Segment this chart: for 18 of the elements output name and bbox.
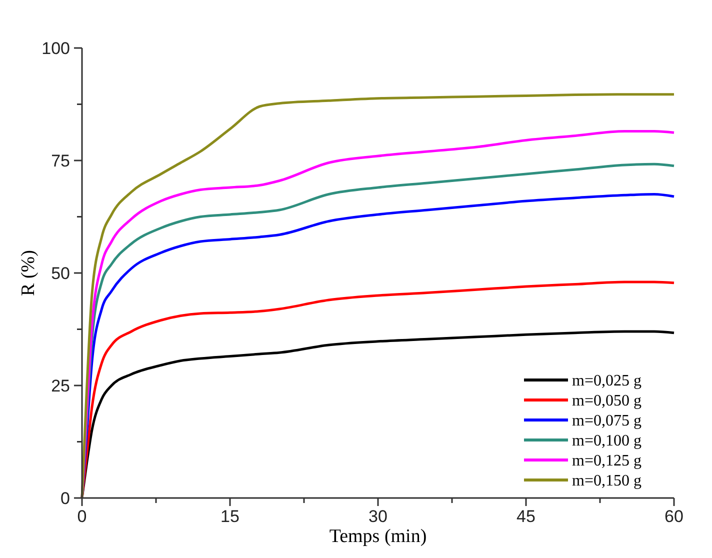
y-tick-label: 75 [51,151,70,170]
legend-label: m=0,125 g [572,452,642,470]
y-tick-label: 50 [51,264,70,283]
legend-label: m=0,050 g [572,392,642,410]
x-tick-label: 60 [664,507,684,526]
y-tick-label: 0 [60,488,70,508]
legend-label: m=0,150 g [572,472,642,490]
y-tick-label: 100 [42,38,70,58]
y-axis-title: R (%) [18,250,39,296]
legend-label: m=0,025 g [572,372,642,390]
x-tick-label: 45 [516,507,536,526]
x-tick-label: 0 [77,507,87,526]
legend-label: m=0,100 g [572,432,642,450]
x-axis-title: Temps (min) [329,526,427,547]
legend-label: m=0,075 g [572,412,642,430]
y-tick-label: 25 [51,376,70,396]
x-tick-label: 15 [220,507,240,526]
x-tick-label: 30 [368,507,388,526]
